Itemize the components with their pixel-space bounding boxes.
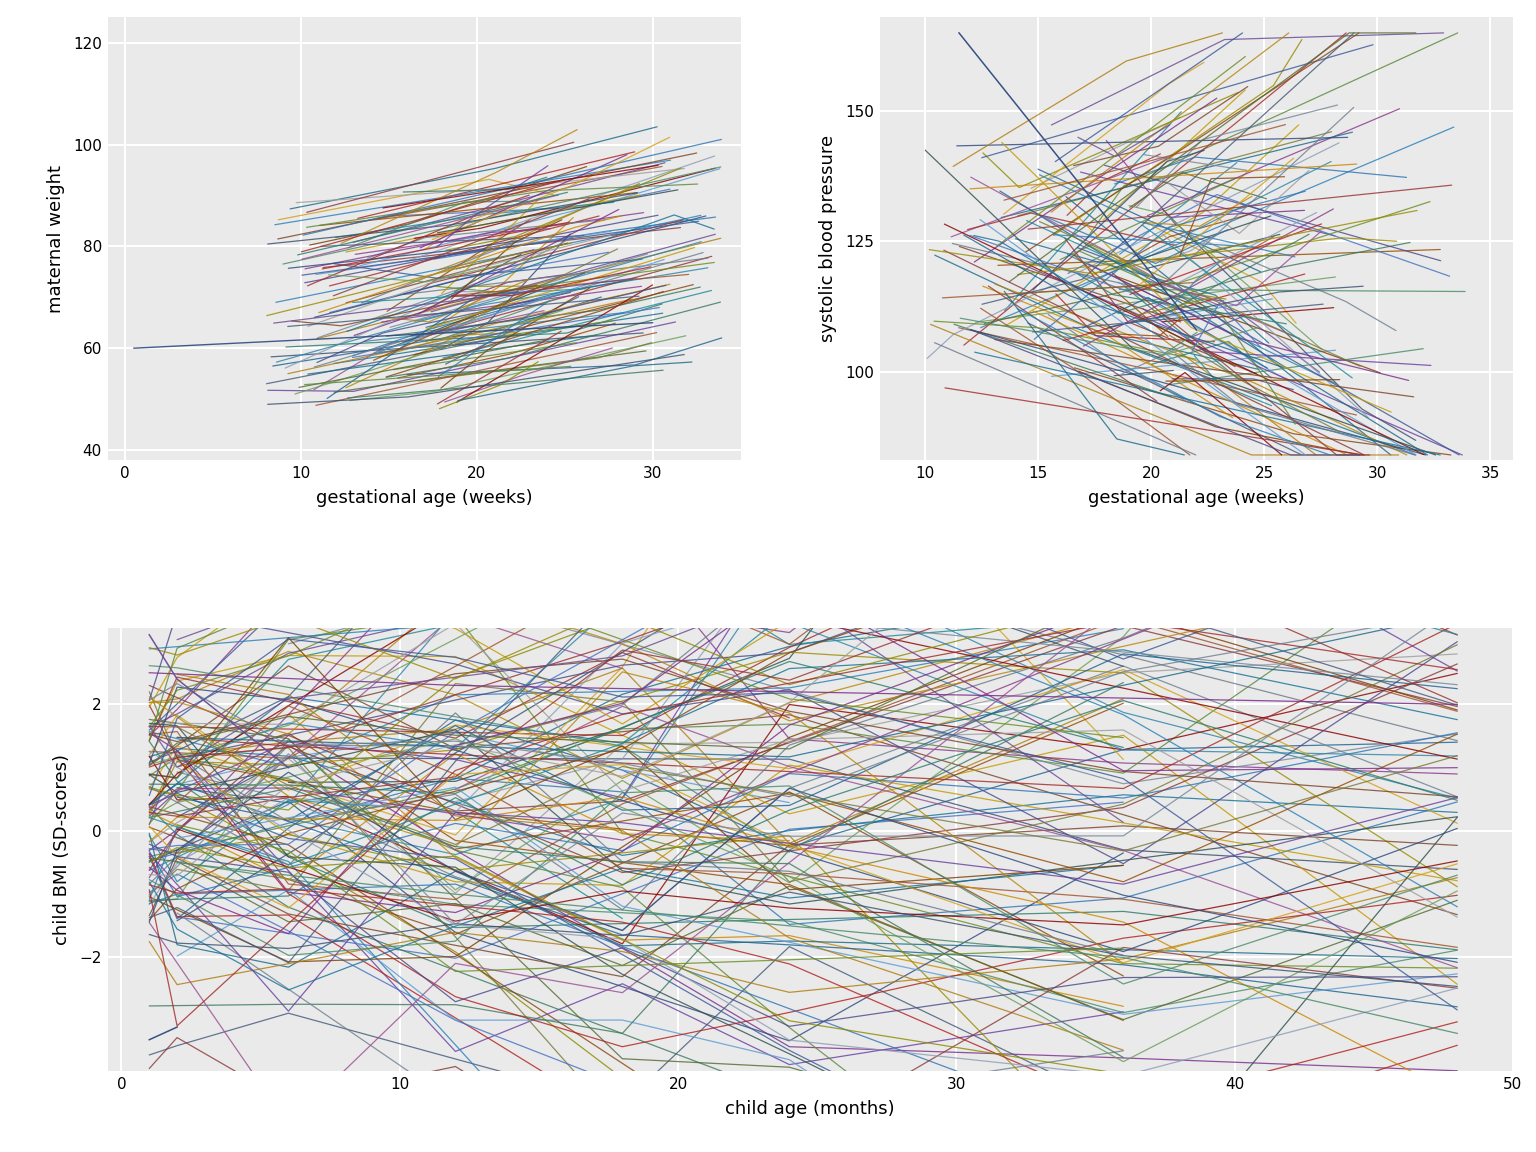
- Y-axis label: child BMI (SD-scores): child BMI (SD-scores): [54, 755, 71, 946]
- X-axis label: gestational age (weeks): gestational age (weeks): [316, 490, 533, 507]
- Y-axis label: systolic blood pressure: systolic blood pressure: [819, 135, 837, 342]
- X-axis label: child age (months): child age (months): [725, 1100, 895, 1119]
- X-axis label: gestational age (weeks): gestational age (weeks): [1087, 490, 1304, 507]
- Y-axis label: maternal weight: maternal weight: [46, 165, 65, 312]
